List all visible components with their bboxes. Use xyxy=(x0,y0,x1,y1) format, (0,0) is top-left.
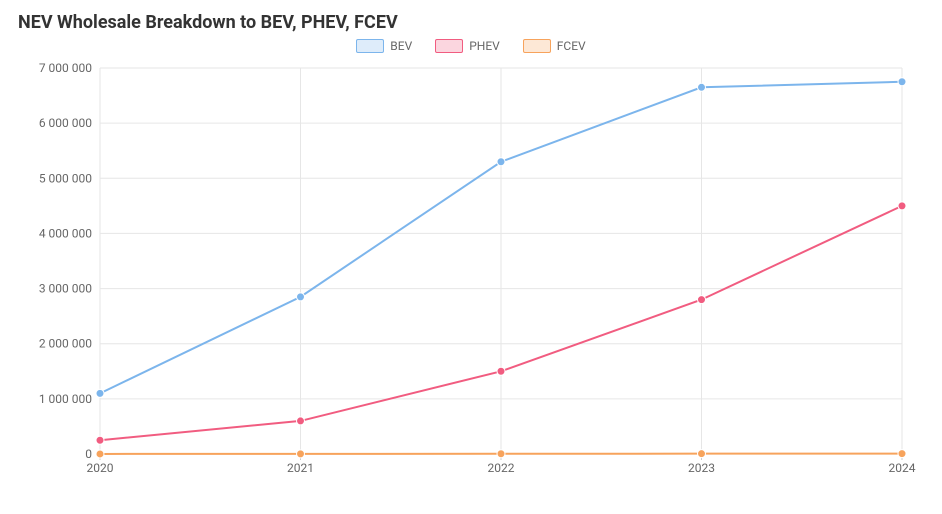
chart-legend: BEV PHEV FCEV xyxy=(18,39,924,56)
series-point[interactable] xyxy=(96,389,104,397)
legend-label-phev: PHEV xyxy=(469,39,500,53)
x-tick-label: 2022 xyxy=(488,461,515,475)
series-point[interactable] xyxy=(497,367,505,375)
x-tick-label: 2020 xyxy=(87,461,114,475)
legend-swatch-bev xyxy=(356,39,384,53)
chart-title: NEV Wholesale Breakdown to BEV, PHEV, FC… xyxy=(18,12,924,33)
series-point[interactable] xyxy=(297,450,305,458)
series-point[interactable] xyxy=(96,436,104,444)
series-point[interactable] xyxy=(698,450,706,458)
x-tick-label: 2023 xyxy=(688,461,715,475)
series-point[interactable] xyxy=(698,296,706,304)
series-point[interactable] xyxy=(96,450,104,458)
y-axis: 0 1 000 000 2 000 000 3 000 000 4 000 000 5 0… xyxy=(39,61,92,461)
legend-item-bev[interactable]: BEV xyxy=(356,39,412,53)
series-point[interactable] xyxy=(898,202,906,210)
y-tick-label: 0 xyxy=(85,447,92,461)
series-point[interactable] xyxy=(297,293,305,301)
legend-swatch-fcev xyxy=(523,39,551,53)
y-tick-label: 5 000 000 xyxy=(39,171,92,185)
series-point[interactable] xyxy=(497,450,505,458)
y-tick-label: 3 000 000 xyxy=(39,282,92,296)
series-point[interactable] xyxy=(297,417,305,425)
y-tick-label: 2 000 000 xyxy=(39,337,92,351)
series-point[interactable] xyxy=(698,83,706,91)
y-tick-label: 6 000 000 xyxy=(39,116,92,130)
y-tick-label: 4 000 000 xyxy=(39,226,92,240)
chart-plot: 0 1 000 000 2 000 000 3 000 000 4 000 000 5 0… xyxy=(18,60,924,506)
chart-container: NEV Wholesale Breakdown to BEV, PHEV, FC… xyxy=(0,0,942,514)
legend-label-fcev: FCEV xyxy=(557,39,586,53)
series-point[interactable] xyxy=(898,78,906,86)
legend-swatch-phev xyxy=(435,39,463,53)
y-tick-label: 1 000 000 xyxy=(39,392,92,406)
legend-item-phev[interactable]: PHEV xyxy=(435,39,500,53)
legend-item-fcev[interactable]: FCEV xyxy=(523,39,586,53)
legend-label-bev: BEV xyxy=(390,39,412,53)
x-tick-label: 2024 xyxy=(889,461,916,475)
y-tick-label: 7 000 000 xyxy=(39,61,92,75)
x-tick-label: 2021 xyxy=(287,461,314,475)
series-point[interactable] xyxy=(898,450,906,458)
series-point[interactable] xyxy=(497,158,505,166)
